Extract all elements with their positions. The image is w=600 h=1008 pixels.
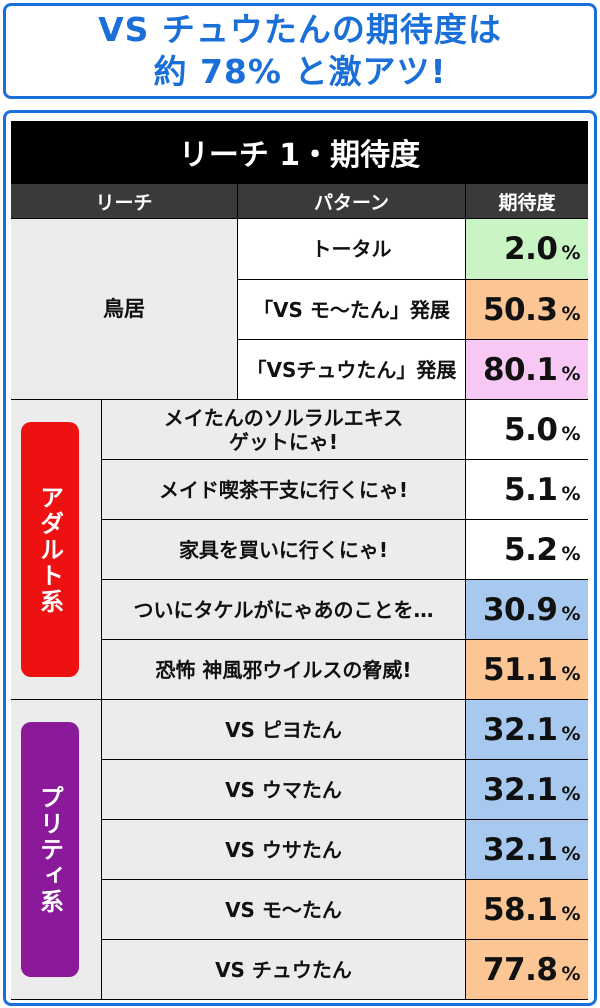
percent-sign: % [561,542,580,565]
expectation-table: リーチ 1・期待度 リーチ パターン 期待度 鳥居 トータル 2.0% 「VS モ〜… [11,121,588,1000]
percent-sign: % [561,662,580,685]
percent-sign: % [561,722,580,745]
adult-pattern-2: メイド喫茶干支に行くにゃ! [102,460,465,519]
headline-line-2: 約 78% と激アツ! [153,52,447,91]
torii-pattern-3: 「VSチュウたん」発展 [238,340,465,399]
header-expectation: 期待度 [466,184,588,218]
expectation-value: 32.1 [482,771,558,808]
headline-line-1: VS チュウたんの期待度は [98,10,502,49]
pretty-pattern-2: VS ウマたん [102,760,465,819]
percent-sign: % [561,242,580,264]
percent-sign: % [561,902,580,925]
pretty-pattern-3: VS ウサたん [102,820,465,879]
expectation-value-cell: 5.1% [466,460,588,519]
expectation-value: 5.0 [504,411,558,448]
expectation-value-cell: 51.1% [466,640,588,699]
expectation-value: 58.1 [482,891,558,928]
expectation-value: 32.1 [482,831,558,868]
pretty-pattern-4: VS モ〜たん [102,880,465,939]
expectation-value-cell: 32.1% [466,700,588,759]
expectation-value-cell: 77.8% [466,940,588,999]
expectation-value: 51.1 [482,651,558,688]
headline-box: VS チュウたんの期待度は 約 78% と激アツ! [3,3,597,99]
header-reach: リーチ [11,184,237,218]
expectation-value-cell: 5.2% [466,520,588,579]
expectation-value: 5.2 [504,531,558,568]
percent-sign: % [561,422,580,445]
torii-pattern-2: 「VS モ〜たん」発展 [238,280,465,339]
pretty-pattern-5: VS チュウたん [102,940,465,999]
expectation-value: 32.1 [482,711,558,748]
torii-group-label: 鳥居 [11,219,237,399]
percent-sign: % [561,842,580,865]
expectation-value-cell: 80.1% [466,340,588,399]
percent-sign: % [561,962,580,985]
expectation-value: 77.8 [482,951,558,988]
percent-sign: % [561,362,580,385]
adult-pattern-1: メイたんのソルラルエキス ゲットにゃ! [102,400,465,459]
expectation-value: 5.1 [504,471,558,508]
table-frame [3,110,597,1006]
percent-sign: % [561,482,580,505]
percent-sign: % [561,302,580,325]
torii-pattern-1: トータル [238,219,465,279]
pretty-pattern-1: VS ピヨたん [102,700,465,759]
expectation-value-cell: 50.3% [466,280,588,339]
expectation-value-cell: 30.9% [466,580,588,639]
adult-group-label: アダルト系 [21,422,79,677]
expectation-value: 30.9 [482,591,558,628]
header-pattern: パターン [238,184,465,218]
expectation-value: 2.0 [504,231,558,267]
expectation-value-cell: 58.1% [466,880,588,939]
adult-pattern-3: 家具を買いに行くにゃ! [102,520,465,579]
expectation-value: 80.1 [482,351,558,388]
expectation-value-cell: 5.0% [466,400,588,459]
pretty-group-label: プリティ系 [21,722,79,977]
expectation-value: 50.3 [482,291,558,328]
percent-sign: % [561,782,580,805]
adult-pattern-5: 恐怖 神風邪ウイルスの脅威! [102,640,465,699]
percent-sign: % [561,602,580,625]
expectation-value-cell: 32.1% [466,760,588,819]
expectation-value-cell: 32.1% [466,820,588,879]
table-title: リーチ 1・期待度 [11,121,588,183]
adult-pattern-4: ついにタケルがにゃあのことを… [102,580,465,639]
expectation-value-cell: 2.0% [466,219,588,279]
